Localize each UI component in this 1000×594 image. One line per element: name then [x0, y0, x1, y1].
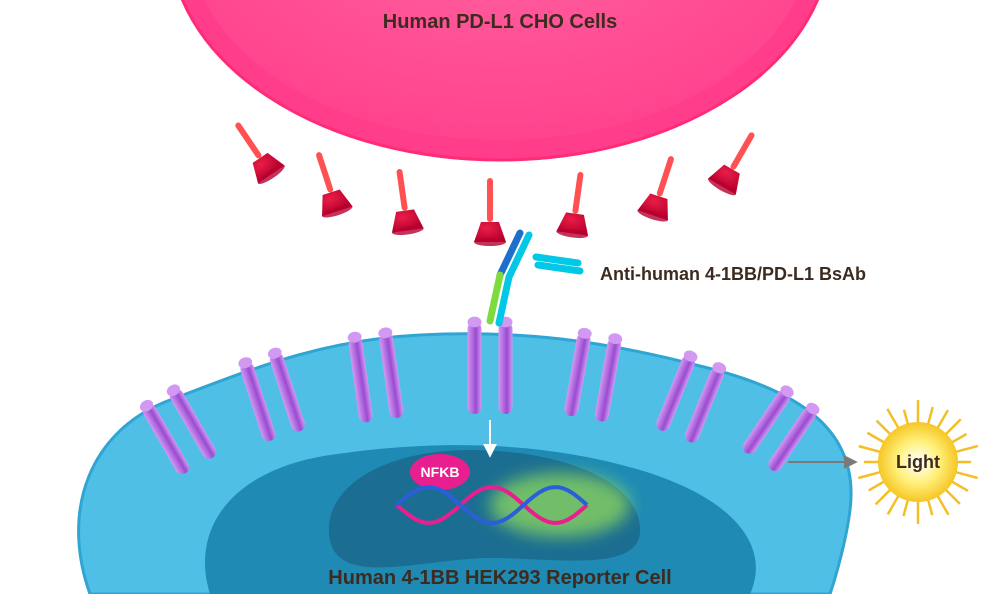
label-antibody: Anti-human 4-1BB/PD-L1 BsAb — [600, 264, 866, 284]
bispecific-antibody — [490, 233, 580, 323]
label-top-cell: Human PD-L1 CHO Cells — [383, 11, 617, 33]
label-light: Light — [896, 452, 940, 472]
dna-glow — [490, 473, 630, 537]
label-nfkb: NFKB — [421, 464, 460, 480]
label-bottom-cell: Human 4-1BB HEK293 Reporter Cell — [328, 567, 671, 589]
